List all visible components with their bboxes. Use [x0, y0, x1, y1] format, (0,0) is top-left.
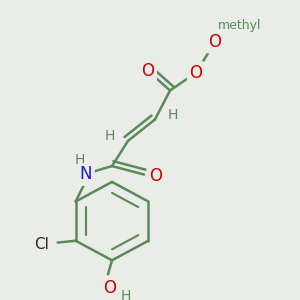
- Text: N: N: [80, 166, 92, 184]
- Text: methyl: methyl: [218, 19, 262, 32]
- Text: H: H: [105, 129, 115, 143]
- Text: H: H: [75, 152, 85, 167]
- Text: O: O: [142, 62, 154, 80]
- Text: O: O: [149, 167, 163, 185]
- Text: O: O: [208, 33, 221, 51]
- Text: H: H: [121, 289, 131, 300]
- Text: Cl: Cl: [34, 237, 49, 252]
- Text: O: O: [190, 64, 202, 82]
- Text: H: H: [168, 108, 178, 122]
- Text: O: O: [103, 279, 116, 297]
